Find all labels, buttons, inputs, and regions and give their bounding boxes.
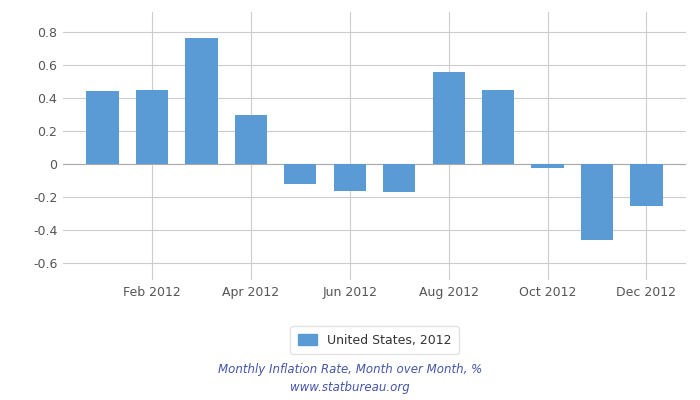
Text: www.statbureau.org: www.statbureau.org	[290, 382, 410, 394]
Bar	[531, 164, 564, 168]
Bar	[581, 164, 613, 240]
Legend: United States, 2012: United States, 2012	[290, 326, 458, 354]
Bar	[482, 90, 514, 164]
Bar	[284, 164, 316, 184]
Bar	[334, 164, 366, 191]
Bar	[87, 92, 118, 164]
Bar	[433, 72, 465, 164]
Bar	[234, 114, 267, 164]
Bar	[136, 90, 168, 164]
Text: Monthly Inflation Rate, Month over Month, %: Monthly Inflation Rate, Month over Month…	[218, 364, 482, 376]
Bar	[383, 164, 415, 192]
Bar	[631, 164, 662, 206]
Bar	[186, 38, 218, 164]
